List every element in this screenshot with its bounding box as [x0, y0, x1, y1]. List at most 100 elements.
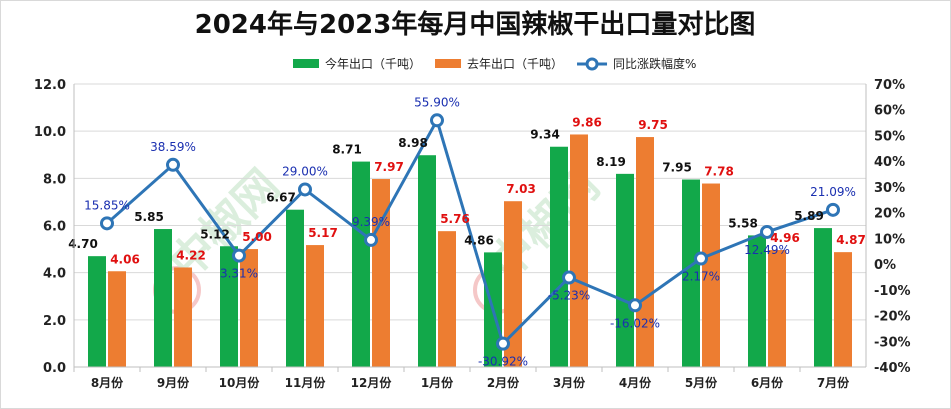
y2-tick-label: -30% — [874, 335, 911, 350]
label-previous-year: 7.97 — [374, 160, 404, 174]
legend-swatch-yoy-marker — [585, 57, 599, 71]
label-yoy-change: -30.92% — [478, 355, 528, 369]
x-tick-label: 10月份 — [219, 375, 261, 390]
x-tick-label: 12月份 — [351, 375, 393, 390]
x-tick-label: 4月份 — [619, 375, 652, 390]
y2-tick-label: 0% — [874, 258, 896, 273]
label-current-year: 8.19 — [596, 155, 626, 169]
label-yoy-change: 15.85% — [84, 198, 130, 212]
bar-current-year — [286, 209, 304, 367]
y-tick-label: 12.0 — [34, 78, 66, 93]
axis-layer: 0.0 2.0 4.0 6.0 8.0 10.0 12.0 -40% -30% -20% -10% 0… — [34, 78, 911, 390]
y2-tick-label: -20% — [874, 310, 911, 325]
y-tick-label: 0.0 — [43, 361, 66, 376]
y2-tick-label: 50% — [874, 129, 905, 144]
bar-layer — [88, 134, 852, 367]
label-previous-year: 7.78 — [704, 165, 734, 179]
line-point — [364, 232, 378, 247]
bar-previous-year — [504, 201, 522, 367]
line-point — [166, 157, 180, 172]
bar-previous-year — [570, 134, 588, 367]
label-previous-year: 5.00 — [242, 230, 272, 244]
label-previous-year: 7.03 — [506, 182, 536, 196]
x-tick-label: 1月份 — [421, 375, 454, 390]
legend-label: 去年出口（千吨） — [467, 57, 563, 71]
x-tick-label: 3月份 — [553, 375, 586, 390]
y2-tick-label: 20% — [874, 207, 905, 222]
y2-tick-label: 70% — [874, 78, 905, 93]
y2-tick-label: 40% — [874, 155, 905, 170]
y-tick-label: 6.0 — [43, 220, 66, 235]
y2-tick-label: 10% — [874, 232, 905, 247]
line-point — [298, 182, 312, 197]
x-tick-label: 8月份 — [91, 375, 124, 390]
bar-current-year — [814, 228, 832, 367]
line-point — [760, 224, 774, 239]
bar-current-year — [418, 155, 436, 367]
line-point — [430, 113, 444, 128]
label-current-year: 5.12 — [200, 227, 230, 241]
line-point — [232, 248, 246, 263]
label-previous-year: 4.87 — [836, 233, 866, 247]
y-tick-label: 4.0 — [43, 267, 66, 282]
x-tick-label: 5月份 — [685, 375, 718, 390]
bar-current-year — [352, 161, 370, 367]
bar-previous-year — [240, 249, 258, 367]
line-point — [496, 336, 510, 351]
line-layer — [100, 113, 840, 351]
label-yoy-change: -16.02% — [610, 316, 660, 330]
x-tick-label: 9月份 — [157, 375, 190, 390]
y-tick-label: 2.0 — [43, 314, 66, 329]
line-point — [628, 298, 642, 313]
label-previous-year: 4.96 — [770, 231, 800, 245]
legend-swatch-current-year — [293, 59, 319, 68]
bar-current-year — [88, 256, 106, 367]
x-tick-label: 6月份 — [751, 375, 784, 390]
y-tick-label: 10.0 — [34, 125, 66, 140]
bar-previous-year — [834, 252, 852, 367]
label-previous-year: 9.86 — [572, 115, 602, 129]
x-tick-label: 7月份 — [817, 375, 850, 390]
legend-label: 同比涨跌幅度% — [613, 56, 696, 71]
label-current-year: 8.71 — [332, 143, 362, 157]
bar-current-year — [616, 173, 634, 367]
bar-current-year — [550, 146, 568, 367]
label-yoy-change: 2.17% — [682, 270, 720, 284]
line-yoy-change — [106, 116, 834, 347]
bar-current-year — [682, 179, 700, 367]
label-current-year: 8.98 — [398, 136, 428, 150]
label-current-year: 5.89 — [794, 209, 824, 223]
label-previous-year: 4.22 — [176, 248, 206, 262]
label-yoy-change: 38.59% — [150, 140, 196, 154]
legend-swatch-previous-year — [435, 59, 462, 68]
label-yoy-change: 21.09% — [810, 185, 856, 199]
label-current-year: 6.67 — [266, 191, 296, 205]
label-previous-year: 5.76 — [440, 212, 470, 226]
bar-previous-year — [174, 267, 192, 367]
bar-previous-year — [438, 231, 456, 367]
label-yoy-change: 29.00% — [282, 164, 328, 178]
bar-previous-year — [108, 271, 126, 367]
label-yoy-change: 12.49% — [744, 243, 790, 257]
bar-previous-year — [636, 137, 654, 367]
line-point — [826, 202, 840, 217]
x-tick-label: 11月份 — [285, 375, 327, 390]
label-previous-year: 4.06 — [110, 252, 140, 266]
label-layer: 4.70 5.85 5.12 6.67 8.71 8.98 4.86 9.34 8.19 7.95… — [68, 95, 866, 368]
label-current-year: 9.34 — [530, 128, 560, 142]
label-current-year: 7.95 — [662, 161, 692, 175]
x-tick-label: 2月份 — [487, 375, 520, 390]
label-yoy-change: 9.39% — [352, 215, 390, 229]
label-current-year: 4.70 — [68, 237, 98, 251]
bar-previous-year — [306, 245, 324, 367]
y2-tick-label: -40% — [874, 361, 911, 376]
bar-previous-year — [372, 179, 390, 367]
label-current-year: 5.58 — [728, 216, 758, 230]
label-previous-year: 9.75 — [638, 118, 668, 132]
bar-current-year — [220, 246, 238, 367]
label-previous-year: 5.17 — [308, 226, 338, 240]
y2-tick-label: 60% — [874, 104, 905, 119]
line-point — [694, 251, 708, 266]
y-tick-label: 8.0 — [43, 172, 66, 187]
